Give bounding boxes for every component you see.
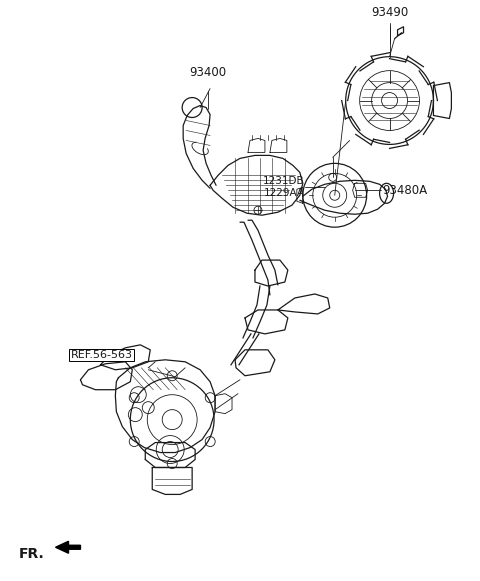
Text: 93400: 93400 (190, 66, 227, 78)
Text: 93480A: 93480A (383, 184, 428, 197)
Text: FR.: FR. (19, 547, 44, 561)
Polygon shape (56, 541, 81, 553)
Text: REF.56-563: REF.56-563 (71, 350, 132, 360)
Text: 93490: 93490 (371, 6, 408, 19)
Text: 1229AA: 1229AA (264, 188, 305, 198)
Text: 1231DB: 1231DB (263, 176, 305, 187)
